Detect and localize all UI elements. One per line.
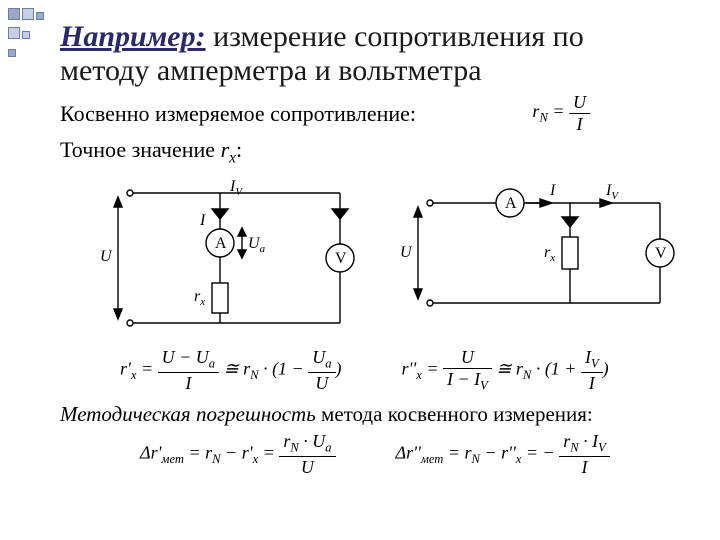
corner-decoration (8, 8, 46, 64)
circuit-1: U I IV A Ua V rx (100, 173, 360, 343)
equations-row-2: Δr'мет = rN − r'x = rN · UaU Δr''мет = r… (140, 431, 680, 478)
eq2: r''x = UI − IV ≅ rN · (1 + IVI) (402, 347, 609, 394)
c1-IV: IV (229, 178, 243, 198)
footer-line: Методическая погрешность метода косвенно… (60, 402, 680, 427)
c2-I: I (549, 182, 556, 199)
c1-U: U (100, 248, 113, 265)
c2-IV: IV (605, 182, 619, 202)
c1-Ua: Ua (248, 235, 266, 255)
eq3: Δr'мет = rN − r'x = rN · UaU (140, 431, 336, 478)
eq4: Δr''мет = rN − r''x = − rN · IVI (396, 431, 610, 478)
c2-A: A (505, 195, 517, 212)
circuit-row: U I IV A Ua V rx (100, 173, 680, 343)
slide-title: Например: измерение сопротивления по мет… (60, 20, 680, 88)
c2-V: V (655, 245, 667, 262)
line-exact: Точное значение rx: (60, 137, 680, 167)
slide-content: Например: измерение сопротивления по мет… (0, 0, 720, 490)
line1-text: Косвенно измеряемое сопротивление: (60, 101, 416, 127)
title-lead: Например: (60, 20, 206, 53)
c1-I: I (199, 212, 206, 229)
c1-rx: rx (194, 288, 205, 308)
eq1: r'x = U − UaI ≅ rN · (1 − UaU) (120, 347, 342, 394)
line-indirect: Косвенно измеряемое сопротивление: rN = … (60, 92, 680, 135)
c2-U: U (400, 244, 413, 261)
c1-A: A (215, 235, 227, 252)
c2-rx: rx (544, 244, 555, 264)
circuit-2: U A I IV rx V (400, 173, 680, 343)
equations-row-1: r'x = U − UaI ≅ rN · (1 − UaU) r''x = UI… (120, 347, 680, 394)
c1-V: V (335, 250, 347, 267)
formula-rn: rN = UI (532, 92, 590, 135)
